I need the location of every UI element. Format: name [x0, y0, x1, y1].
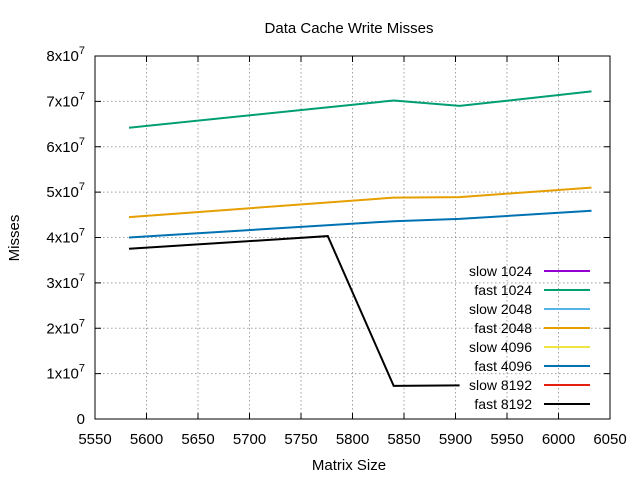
y-axis-label: Misses: [6, 215, 23, 262]
series-line-fast-2048: [128, 186, 592, 219]
legend-label: fast 1024: [474, 282, 532, 298]
x-tick-label: 5700: [233, 431, 266, 448]
y-tick-label: 7x107: [46, 90, 85, 110]
legend: slow 1024 fast 1024 slow 2048 fast 2048 slow…: [469, 263, 590, 412]
y-tick-label: 4x107: [46, 227, 85, 247]
x-tick-label: 5600: [130, 431, 163, 448]
y-tick-label: 3x107: [46, 272, 85, 292]
y-tick-label: 1x107: [46, 363, 85, 383]
x-tick-label: 5550: [78, 431, 111, 448]
x-tick-label: 6050: [593, 431, 626, 448]
series-line-fast-4096: [128, 209, 592, 239]
chart-title: Data Cache Write Misses: [265, 20, 434, 37]
axis-ticks: 5550 5600 5650 5700 5750 5800 5850 5900 5950 6000…: [46, 45, 626, 448]
x-axis-label: Matrix Size: [312, 457, 386, 474]
legend-label: slow 4096: [469, 339, 532, 355]
legend-label: fast 2048: [474, 320, 532, 336]
y-tick-label: 5x107: [46, 181, 85, 201]
grid: [95, 56, 610, 419]
legend-label: slow 1024: [469, 263, 532, 279]
x-tick-label: 5800: [336, 431, 369, 448]
series-line-fast-1024: [128, 90, 592, 129]
legend-label: fast 8192: [474, 396, 532, 412]
x-tick-label: 5900: [439, 431, 472, 448]
x-tick-label: 5850: [387, 431, 420, 448]
series-lines: [128, 90, 592, 387]
x-tick-label: 6000: [542, 431, 575, 448]
series-line-fast-8192: [128, 235, 460, 387]
y-tick-label: 6x107: [46, 136, 85, 156]
y-tick-label: 8x107: [46, 45, 85, 65]
x-tick-label: 5750: [284, 431, 317, 448]
y-tick-label: 2x107: [46, 317, 85, 337]
legend-label: fast 4096: [474, 358, 532, 374]
x-tick-label: 5650: [181, 431, 214, 448]
y-tick-label: 0: [77, 411, 85, 428]
x-tick-label: 5950: [490, 431, 523, 448]
legend-label: slow 2048: [469, 301, 532, 317]
legend-label: slow 8192: [469, 377, 532, 393]
